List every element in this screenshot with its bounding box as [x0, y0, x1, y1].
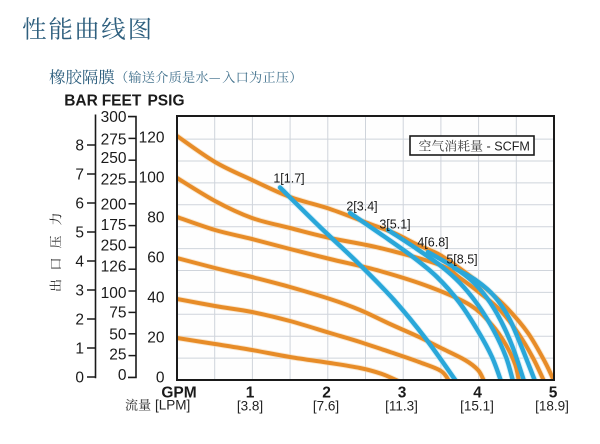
svg-text:300: 300: [101, 109, 127, 126]
svg-text:175: 175: [101, 217, 127, 234]
svg-text:[3.8]: [3.8]: [237, 399, 263, 414]
svg-text:[15.1]: [15.1]: [460, 399, 494, 414]
svg-text:40: 40: [147, 289, 165, 306]
svg-text:3: 3: [75, 282, 84, 299]
svg-text:120: 120: [139, 129, 165, 146]
svg-text:3: 3: [398, 385, 407, 402]
svg-text:4[6.8]: 4[6.8]: [417, 235, 448, 249]
svg-text:250: 250: [101, 238, 127, 255]
svg-text:100: 100: [101, 285, 127, 302]
svg-text:25: 25: [109, 347, 126, 364]
svg-text:[LPM]: [LPM]: [155, 398, 190, 413]
svg-text:8: 8: [75, 137, 84, 154]
svg-text:0: 0: [118, 367, 127, 384]
svg-text:BAR: BAR: [64, 93, 98, 110]
svg-text:6: 6: [75, 195, 84, 212]
svg-text:1: 1: [246, 385, 255, 402]
svg-text:5: 5: [75, 224, 84, 241]
svg-text:2: 2: [75, 311, 84, 328]
svg-text:7: 7: [75, 166, 84, 183]
svg-text:[18.9]: [18.9]: [535, 399, 569, 414]
svg-text:75: 75: [109, 305, 126, 322]
svg-text:275: 275: [101, 131, 127, 148]
svg-text:2: 2: [322, 385, 331, 402]
svg-text:0: 0: [156, 369, 165, 386]
svg-text:PSIG: PSIG: [147, 93, 184, 110]
svg-text:5: 5: [549, 385, 558, 402]
svg-text:50: 50: [109, 327, 127, 344]
svg-text:0: 0: [75, 369, 84, 386]
svg-text:60: 60: [147, 249, 165, 266]
svg-text:4: 4: [473, 385, 482, 402]
svg-text:3[5.1]: 3[5.1]: [379, 217, 410, 231]
svg-text:GPM: GPM: [161, 385, 196, 402]
svg-text:5[8.5]: 5[8.5]: [446, 252, 477, 266]
svg-text:FEET: FEET: [102, 93, 142, 110]
svg-text:100: 100: [139, 169, 165, 186]
svg-text:4: 4: [75, 253, 84, 270]
svg-text:200: 200: [101, 196, 127, 213]
svg-text:1: 1: [75, 340, 84, 357]
svg-text:250: 250: [101, 150, 127, 167]
svg-text:225: 225: [101, 172, 127, 189]
svg-text:- SCFM: - SCFM: [487, 139, 530, 153]
svg-text:[7.6]: [7.6]: [313, 399, 339, 414]
svg-text:1[1.7]: 1[1.7]: [273, 171, 304, 185]
svg-text:80: 80: [147, 209, 165, 226]
svg-text:126: 126: [101, 259, 127, 276]
svg-text:2[3.4]: 2[3.4]: [346, 199, 377, 213]
svg-text:[11.3]: [11.3]: [385, 399, 418, 414]
svg-text:20: 20: [147, 329, 165, 346]
